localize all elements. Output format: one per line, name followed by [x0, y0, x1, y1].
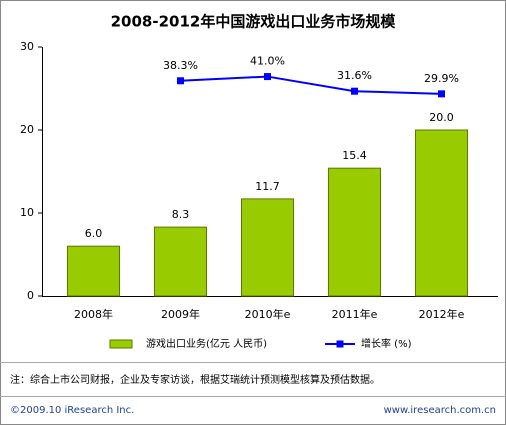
value-label: 31.6%	[337, 69, 372, 82]
legend-swatch	[336, 340, 344, 348]
y-tick-label: 0	[27, 289, 34, 302]
line-point	[177, 77, 184, 85]
bar	[241, 198, 294, 297]
chart-title: 2008-2012年中国游戏出口业务市场规模	[111, 13, 397, 31]
legend-label: 增长率 (%)	[361, 337, 412, 350]
value-label: 6.0	[85, 227, 103, 240]
line	[180, 75, 442, 95]
x-tick-label: 2010年e	[245, 307, 291, 321]
note: 注：综合上市公司财报，企业及专家访谈，根据艾瑞统计预测模型核算及预估数据。	[10, 373, 380, 386]
line-point	[264, 73, 271, 81]
x-tick-label: 2009年	[161, 307, 200, 321]
value-label: 38.3%	[163, 59, 198, 72]
value-label: 29.9%	[424, 72, 459, 85]
value-label: 41.0%	[250, 55, 285, 68]
y-tick-label: 30	[20, 40, 34, 53]
line-point	[438, 90, 445, 98]
value-label: 15.4	[342, 149, 367, 162]
line-point	[351, 87, 358, 95]
value-label: 8.3	[172, 208, 190, 221]
legend-label: 游戏出口业务(亿元 人民币)	[146, 337, 267, 350]
x-tick-label: 2011年e	[332, 307, 378, 321]
footer-left: ©2009.10 iResearch Inc.	[10, 405, 134, 416]
footer-right: www.iresearch.com.cn	[384, 405, 496, 416]
bar	[154, 226, 207, 297]
y-tick-label: 20	[20, 123, 34, 136]
y-tick-label: 10	[20, 206, 34, 219]
legend-swatch	[109, 339, 133, 349]
bar	[67, 245, 120, 297]
bar	[415, 129, 468, 297]
value-label: 20.0	[429, 111, 454, 124]
x-tick-label: 2012年e	[419, 307, 465, 321]
value-label: 11.7	[255, 180, 280, 193]
bar	[328, 167, 381, 297]
x-tick-label: 2008年	[74, 307, 113, 321]
